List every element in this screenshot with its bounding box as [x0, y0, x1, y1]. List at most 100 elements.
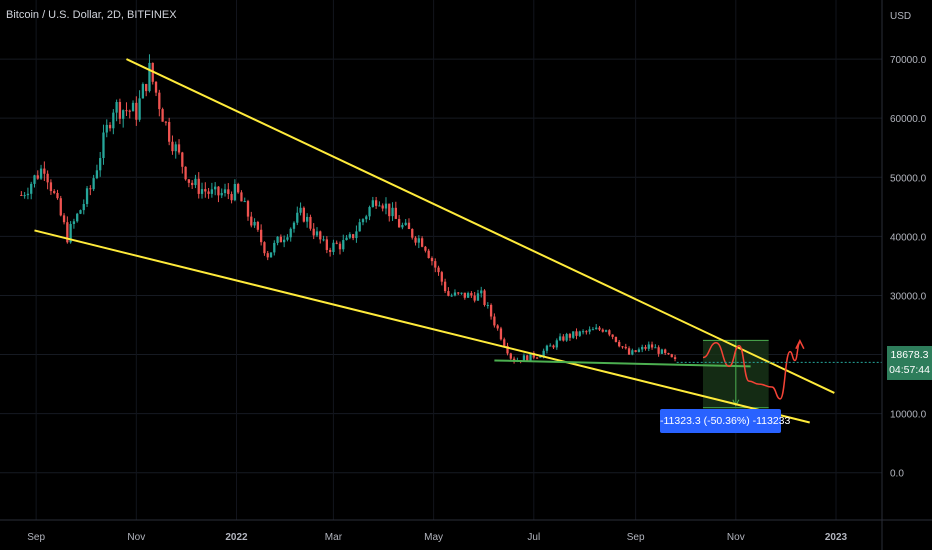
- candle-body: [621, 346, 624, 348]
- candle-body: [210, 189, 214, 194]
- candle-body: [135, 102, 138, 120]
- candle-body: [670, 354, 673, 358]
- candle-body: [667, 353, 670, 355]
- candle-body: [489, 304, 493, 317]
- candle-body: [430, 258, 434, 262]
- x-tick-label: Sep: [627, 532, 645, 543]
- candle-body: [460, 292, 463, 294]
- trendline-upper: [126, 58, 835, 394]
- candle-body: [457, 292, 460, 294]
- candle-body: [220, 193, 223, 196]
- candle-body: [325, 239, 328, 250]
- candle-body: [348, 234, 351, 238]
- candle-body: [315, 231, 319, 236]
- candle-body: [72, 221, 76, 225]
- x-tick-label: Nov: [727, 532, 745, 543]
- candle-body: [305, 216, 309, 222]
- candle-body: [62, 215, 66, 223]
- candle-body: [36, 175, 39, 179]
- candle-body: [407, 222, 411, 230]
- candle-body: [453, 292, 457, 296]
- candle-body: [276, 236, 279, 243]
- bar-countdown: 04:57:44: [889, 364, 930, 377]
- y-tick-label: 10000.0: [890, 410, 927, 421]
- candle-body: [411, 229, 414, 238]
- candle-body: [207, 191, 210, 194]
- candle-body: [535, 357, 539, 359]
- candle-body: [664, 349, 667, 354]
- candle-body: [243, 201, 246, 203]
- candle-body: [184, 166, 187, 180]
- candle-body: [581, 331, 585, 333]
- candle-body: [480, 290, 483, 294]
- candle-body: [466, 293, 470, 298]
- candle-body: [299, 207, 302, 213]
- candle-body: [227, 189, 230, 195]
- candle-body: [565, 334, 568, 341]
- candle-body: [342, 240, 345, 250]
- candle-body: [237, 184, 240, 193]
- measure-label: -11323.3 (-50.36%) -113233: [660, 409, 790, 433]
- candle-body: [394, 207, 397, 219]
- candle-body: [371, 200, 374, 208]
- candle-body: [562, 336, 565, 341]
- candle-body: [128, 110, 131, 112]
- candle-body: [526, 355, 529, 361]
- x-tick-label: Jul: [527, 532, 540, 543]
- candle-body: [158, 92, 161, 110]
- candle-body: [598, 327, 601, 330]
- candle-body: [417, 238, 420, 243]
- candle-body: [118, 102, 122, 119]
- candle-body: [575, 331, 578, 336]
- candle-body: [654, 347, 657, 349]
- candle-body: [644, 346, 647, 349]
- candle-body: [256, 221, 260, 230]
- candle-body: [131, 102, 135, 112]
- candle-body: [588, 329, 591, 332]
- candle-body: [358, 222, 361, 232]
- candle-body: [204, 189, 207, 192]
- candle-body: [23, 195, 26, 197]
- candle-body: [440, 272, 443, 282]
- candle-body: [177, 144, 181, 153]
- candle-body: [443, 281, 447, 292]
- candles: [20, 54, 677, 364]
- candle-body: [499, 328, 503, 340]
- candle-body: [483, 290, 486, 305]
- candle-body: [46, 173, 49, 183]
- candle-body: [85, 188, 89, 205]
- candle-body: [171, 141, 174, 152]
- candle-body: [381, 205, 384, 209]
- candle-body: [312, 228, 315, 236]
- candle-body: [542, 350, 545, 357]
- candle-body: [532, 352, 535, 358]
- candle-body: [463, 292, 466, 298]
- candle-body: [365, 216, 368, 220]
- candle-body: [289, 228, 292, 238]
- candle-body: [322, 239, 325, 241]
- candle-body: [286, 237, 289, 240]
- candle-body: [233, 184, 237, 201]
- candle-body: [99, 158, 102, 171]
- candle-body: [154, 81, 158, 93]
- candle-body: [168, 122, 171, 142]
- candle-body: [496, 325, 499, 329]
- candle-body: [450, 295, 453, 297]
- projection-curve: [702, 341, 801, 400]
- trendline-lower: [34, 229, 810, 424]
- candle-body: [585, 331, 588, 333]
- candle-body: [269, 252, 273, 258]
- candle-body: [33, 175, 36, 184]
- candle-body: [368, 207, 371, 217]
- candle-body: [108, 124, 112, 129]
- candle-body: [384, 203, 388, 209]
- candle-body: [568, 334, 572, 338]
- candle-body: [200, 189, 204, 194]
- candle-body: [59, 198, 62, 216]
- candle-body: [49, 182, 53, 192]
- candle-body: [608, 330, 611, 335]
- candle-body: [618, 341, 621, 347]
- candle-body: [292, 222, 296, 229]
